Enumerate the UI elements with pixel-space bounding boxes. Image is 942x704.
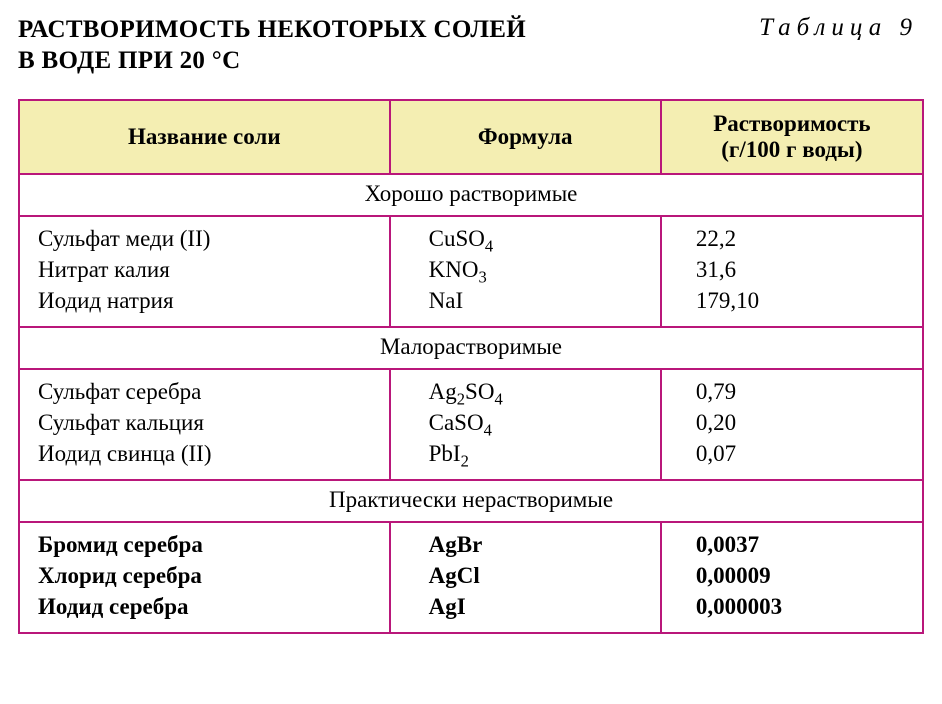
salt-solubility: 22,2 xyxy=(696,223,904,254)
salt-name: Хлорид серебра xyxy=(38,560,371,591)
section-heading: Практически нерастворимые xyxy=(19,480,923,522)
col-header-name: Название соли xyxy=(19,100,390,174)
salt-formula: NaI xyxy=(429,285,642,316)
col-header-solubility: Растворимость (г/100 г воды) xyxy=(661,100,923,174)
name-cell: Сульфат серебраСульфат кальцияИодид свин… xyxy=(19,369,390,480)
table-row: Сульфат серебраСульфат кальцияИодид свин… xyxy=(19,369,923,480)
salt-name: Иодид натрия xyxy=(38,285,371,316)
title-line-2: В ВОДЕ ПРИ 20 °С xyxy=(18,45,526,76)
formula-cell: Ag2SO4CaSO4PbI2 xyxy=(390,369,661,480)
solubility-cell: 0,790,200,07 xyxy=(661,369,923,480)
table-label: Таблица 9 xyxy=(759,14,924,42)
formula-cell: CuSO4KNO3NaI xyxy=(390,216,661,327)
salt-formula: CuSO4 xyxy=(429,223,642,254)
salt-solubility: 0,000003 xyxy=(696,591,904,622)
salt-name: Сульфат кальция xyxy=(38,407,371,438)
name-cell: Сульфат меди (II)Нитрат калияИодид натри… xyxy=(19,216,390,327)
header-row: Название соли Формула Растворимость (г/1… xyxy=(19,100,923,174)
salt-formula: AgCl xyxy=(429,560,642,591)
salt-name: Иодид серебра xyxy=(38,591,371,622)
salt-formula: Ag2SO4 xyxy=(429,376,642,407)
table-row: Сульфат меди (II)Нитрат калияИодид натри… xyxy=(19,216,923,327)
salt-name: Нитрат калия xyxy=(38,254,371,285)
salt-name: Сульфат серебра xyxy=(38,376,371,407)
salt-solubility: 0,00009 xyxy=(696,560,904,591)
salt-formula: CaSO4 xyxy=(429,407,642,438)
solubility-cell: 0,00370,000090,000003 xyxy=(661,522,923,633)
salt-solubility: 31,6 xyxy=(696,254,904,285)
formula-cell: AgBrAgClAgI xyxy=(390,522,661,633)
salt-name: Сульфат меди (II) xyxy=(38,223,371,254)
salt-solubility: 0,20 xyxy=(696,407,904,438)
salt-name: Бромид серебра xyxy=(38,529,371,560)
salt-solubility: 0,07 xyxy=(696,438,904,469)
salt-formula: AgBr xyxy=(429,529,642,560)
solubility-header-l1: Растворимость xyxy=(670,111,914,137)
title-line-1: РАСТВОРИМОСТЬ НЕКОТОРЫХ СОЛЕЙ xyxy=(18,14,526,45)
page-title: РАСТВОРИМОСТЬ НЕКОТОРЫХ СОЛЕЙ В ВОДЕ ПРИ… xyxy=(18,14,526,77)
salt-formula: AgI xyxy=(429,591,642,622)
salt-formula: PbI2 xyxy=(429,438,642,469)
col-header-formula: Формула xyxy=(390,100,661,174)
section-heading: Малорастворимые xyxy=(19,327,923,369)
salt-solubility: 0,79 xyxy=(696,376,904,407)
section-heading: Хорошо растворимые xyxy=(19,174,923,216)
salt-solubility: 179,10 xyxy=(696,285,904,316)
salt-formula: KNO3 xyxy=(429,254,642,285)
section-heading-row: Хорошо растворимые xyxy=(19,174,923,216)
section-heading-row: Практически нерастворимые xyxy=(19,480,923,522)
name-cell: Бромид серебраХлорид серебраИодид серебр… xyxy=(19,522,390,633)
title-row: РАСТВОРИМОСТЬ НЕКОТОРЫХ СОЛЕЙ В ВОДЕ ПРИ… xyxy=(18,14,924,77)
table-row: Бромид серебраХлорид серебраИодид серебр… xyxy=(19,522,923,633)
solubility-table: Название соли Формула Растворимость (г/1… xyxy=(18,99,924,634)
section-heading-row: Малорастворимые xyxy=(19,327,923,369)
solubility-header-l2: (г/100 г воды) xyxy=(670,137,914,163)
salt-name: Иодид свинца (II) xyxy=(38,438,371,469)
salt-solubility: 0,0037 xyxy=(696,529,904,560)
solubility-cell: 22,231,6179,10 xyxy=(661,216,923,327)
